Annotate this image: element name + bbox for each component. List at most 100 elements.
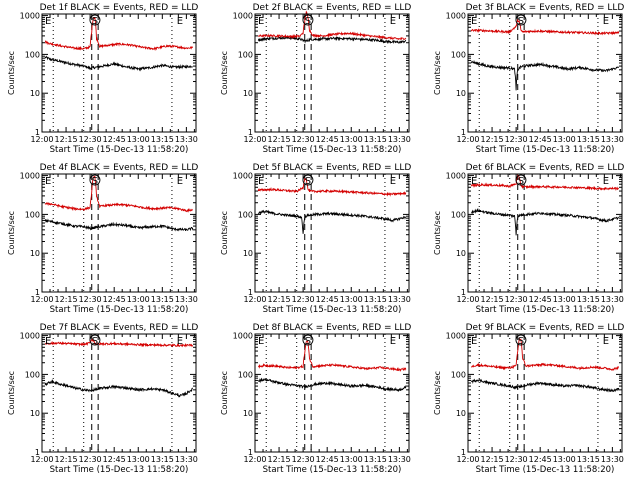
y-axis-label: Counts/sec bbox=[220, 371, 229, 415]
marker-e-start: E bbox=[45, 176, 51, 187]
x-tick-label: 13:30 bbox=[175, 135, 198, 144]
events-series-line bbox=[470, 207, 619, 236]
plot-frame bbox=[254, 13, 410, 133]
x-tick-label: 12:00 bbox=[30, 295, 53, 304]
x-axis-label: Start Time (15-Dec-13 11:58:20) bbox=[263, 145, 402, 155]
y-tick-label: 1 bbox=[35, 128, 40, 137]
plot-frame bbox=[41, 173, 197, 293]
x-tick-label: 13:30 bbox=[175, 455, 198, 464]
panel-det-3f: Det 3f BLACK = Events, RED = LLD 1 10 100 10… bbox=[433, 3, 624, 155]
x-tick-label: 13:30 bbox=[388, 135, 411, 144]
x-tick-label: 12:45 bbox=[103, 135, 126, 144]
x-tick-label: 13:15 bbox=[364, 295, 387, 304]
x-tick-label: 12:45 bbox=[529, 455, 552, 464]
y-tick-label: 1000 bbox=[233, 12, 253, 21]
x-tick-label: 12:45 bbox=[529, 295, 552, 304]
marker-e-end: E bbox=[603, 16, 609, 27]
x-tick-label: 13:15 bbox=[577, 295, 600, 304]
y-tick-label: 100 bbox=[25, 50, 40, 59]
marker-s: S bbox=[305, 176, 311, 187]
x-tick-label: 13:00 bbox=[553, 135, 576, 144]
y-tick-label: 1000 bbox=[20, 172, 40, 181]
x-tick-label: 12:30 bbox=[292, 295, 315, 304]
y-tick-label: 1000 bbox=[233, 172, 253, 181]
x-tick-label: 12:00 bbox=[30, 455, 53, 464]
x-axis-label: Start Time (15-Dec-13 11:58:20) bbox=[50, 305, 189, 315]
y-tick-label: 10 bbox=[456, 249, 466, 258]
panel-title: Det 6f BLACK = Events, RED = LLD bbox=[466, 163, 625, 173]
x-tick-label: 13:30 bbox=[601, 455, 624, 464]
lld-series-line bbox=[470, 19, 620, 36]
x-tick-label: 12:45 bbox=[316, 295, 339, 304]
x-tick-label: 13:00 bbox=[340, 455, 363, 464]
events-series-line bbox=[44, 218, 194, 232]
x-tick-label: 13:00 bbox=[340, 295, 363, 304]
x-tick-label: 13:15 bbox=[577, 135, 600, 144]
marker-s: S bbox=[92, 16, 98, 27]
marker-e-end: E bbox=[177, 16, 183, 27]
y-tick-label: 1000 bbox=[20, 332, 40, 341]
x-tick-label: 13:30 bbox=[388, 455, 411, 464]
y-tick-label: 10 bbox=[243, 249, 253, 258]
y-tick-label: 100 bbox=[451, 370, 466, 379]
y-tick-label: 1 bbox=[248, 288, 253, 297]
x-tick-label: 12:45 bbox=[316, 135, 339, 144]
y-tick-label: 1 bbox=[248, 128, 253, 137]
x-axis-label: Start Time (15-Dec-13 11:58:20) bbox=[476, 465, 615, 475]
lld-series-line bbox=[257, 340, 407, 372]
x-axis-label: Start Time (15-Dec-13 11:58:20) bbox=[50, 145, 189, 155]
x-tick-label: 13:15 bbox=[151, 455, 174, 464]
marker-e-start: E bbox=[471, 16, 477, 27]
x-tick-label: 13:15 bbox=[364, 455, 387, 464]
x-tick-label: 12:30 bbox=[292, 455, 315, 464]
panel-det-2f: Det 2f BLACK = Events, RED = LLD 1 10 100 10… bbox=[220, 3, 411, 155]
marker-e-end: E bbox=[603, 336, 609, 347]
x-tick-label: 13:00 bbox=[553, 295, 576, 304]
x-tick-label: 12:30 bbox=[79, 455, 102, 464]
x-tick-label: 13:00 bbox=[553, 455, 576, 464]
marker-s: S bbox=[92, 336, 98, 347]
y-tick-label: 100 bbox=[238, 210, 253, 219]
plot-frame bbox=[467, 333, 623, 453]
x-tick-label: 12:15 bbox=[55, 295, 78, 304]
y-tick-label: 100 bbox=[25, 210, 40, 219]
x-tick-label: 12:30 bbox=[292, 135, 315, 144]
x-tick-label: 13:00 bbox=[127, 135, 150, 144]
plot-frame bbox=[467, 173, 623, 293]
plot-frame bbox=[254, 333, 410, 453]
marker-s: S bbox=[518, 336, 524, 347]
marker-s: S bbox=[305, 336, 311, 347]
x-tick-label: 12:30 bbox=[505, 455, 528, 464]
events-series-line bbox=[470, 378, 620, 393]
marker-s: S bbox=[518, 176, 524, 187]
y-tick-label: 10 bbox=[456, 89, 466, 98]
panel-title: Det 7f BLACK = Events, RED = LLD bbox=[40, 323, 199, 333]
marker-e-end: E bbox=[390, 16, 396, 27]
marker-s-circle bbox=[515, 14, 527, 26]
marker-e-start: E bbox=[45, 336, 51, 347]
marker-e-start: E bbox=[258, 16, 264, 27]
y-tick-label: 1000 bbox=[446, 332, 466, 341]
x-axis-label: Start Time (15-Dec-13 11:58:20) bbox=[263, 305, 402, 315]
marker-e-end: E bbox=[603, 176, 609, 187]
y-tick-label: 1000 bbox=[446, 172, 466, 181]
lld-series-line bbox=[44, 175, 193, 213]
marker-s-circle bbox=[89, 174, 101, 186]
x-tick-label: 12:15 bbox=[481, 135, 504, 144]
x-tick-label: 13:15 bbox=[577, 455, 600, 464]
y-tick-label: 100 bbox=[25, 370, 40, 379]
x-tick-label: 12:15 bbox=[268, 135, 291, 144]
panel-title: Det 9f BLACK = Events, RED = LLD bbox=[466, 323, 625, 333]
x-tick-label: 12:15 bbox=[481, 295, 504, 304]
y-axis-label: Counts/sec bbox=[7, 51, 16, 95]
y-axis-label: Counts/sec bbox=[433, 211, 442, 255]
marker-e-end: E bbox=[177, 336, 183, 347]
x-tick-label: 12:00 bbox=[30, 135, 53, 144]
x-tick-label: 12:30 bbox=[79, 135, 102, 144]
plot-frame bbox=[41, 333, 197, 453]
x-tick-label: 13:00 bbox=[340, 135, 363, 144]
events-series-line bbox=[44, 379, 194, 398]
x-axis-label: Start Time (15-Dec-13 11:58:20) bbox=[476, 305, 615, 315]
marker-s-circle bbox=[302, 334, 314, 346]
